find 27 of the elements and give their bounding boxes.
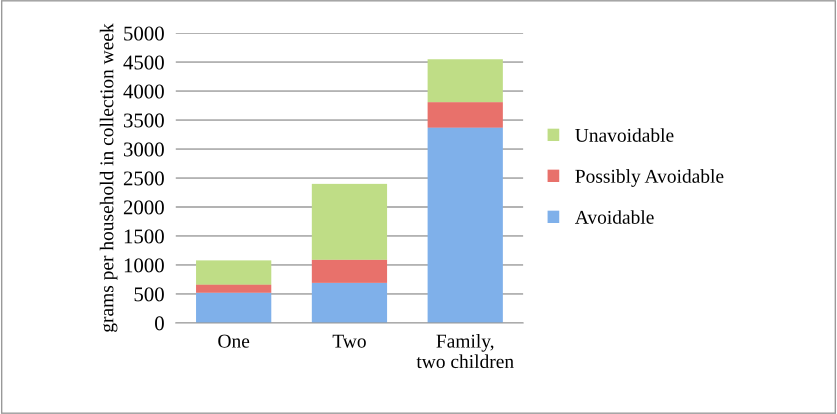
y-tick-label: 1500 [124, 229, 164, 244]
y-tick-label: 4500 [123, 55, 164, 70]
x-tick-label: Family, two children [416, 334, 514, 368]
y-tick-label: 2000 [124, 200, 164, 214]
bar [196, 260, 272, 285]
bar [428, 128, 503, 323]
y-tick-label: 3500 [124, 113, 164, 128]
legend-label: Avoidable [574, 210, 654, 224]
y-tick-label: 4000 [123, 84, 164, 99]
bar [312, 282, 388, 323]
y-tick-label: 0 [155, 316, 164, 330]
y-tick-label: 1000 [124, 258, 164, 272]
x-tick-label: Two [332, 334, 366, 348]
bar [428, 102, 503, 128]
x-tick-label: One [218, 334, 250, 348]
bar [196, 284, 272, 293]
bar [196, 292, 272, 323]
bar [312, 184, 388, 260]
y-tick-label: 3000 [124, 142, 164, 156]
y-tick-label: 5000 [124, 26, 164, 41]
y-axis-title: grams per household in collection week [100, 23, 118, 332]
y-tick-label: 500 [134, 287, 164, 302]
legend-label: Unavoidable [575, 128, 674, 142]
bar [312, 260, 388, 283]
legend-label: Possibly Avoidable [575, 169, 724, 187]
bar [428, 59, 503, 102]
y-tick-label: 2500 [124, 171, 164, 186]
